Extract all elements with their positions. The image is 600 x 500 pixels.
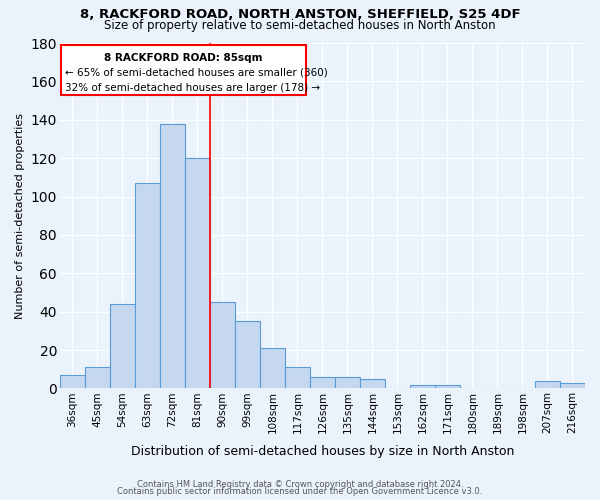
Bar: [435, 384, 460, 388]
Text: 8 RACKFORD ROAD: 85sqm: 8 RACKFORD ROAD: 85sqm: [104, 52, 263, 62]
Bar: [285, 368, 310, 388]
Bar: [310, 377, 335, 388]
Bar: [60, 375, 85, 388]
Bar: [85, 368, 110, 388]
Bar: [110, 304, 135, 388]
Text: 32% of semi-detached houses are larger (178) →: 32% of semi-detached houses are larger (…: [65, 84, 320, 94]
Y-axis label: Number of semi-detached properties: Number of semi-detached properties: [15, 112, 25, 318]
Bar: [560, 382, 585, 388]
Bar: [135, 183, 160, 388]
X-axis label: Distribution of semi-detached houses by size in North Anston: Distribution of semi-detached houses by …: [131, 444, 514, 458]
Text: ← 65% of semi-detached houses are smaller (360): ← 65% of semi-detached houses are smalle…: [65, 68, 328, 78]
Bar: [535, 381, 560, 388]
Bar: [360, 379, 385, 388]
Bar: [335, 377, 360, 388]
Text: Contains public sector information licensed under the Open Government Licence v3: Contains public sector information licen…: [118, 487, 482, 496]
Bar: [410, 384, 435, 388]
Text: Contains HM Land Registry data © Crown copyright and database right 2024.: Contains HM Land Registry data © Crown c…: [137, 480, 463, 489]
Bar: [185, 158, 210, 388]
Text: Size of property relative to semi-detached houses in North Anston: Size of property relative to semi-detach…: [104, 19, 496, 32]
FancyBboxPatch shape: [61, 45, 306, 95]
Bar: [210, 302, 235, 388]
Bar: [160, 124, 185, 388]
Bar: [235, 322, 260, 388]
Bar: [260, 348, 285, 389]
Text: 8, RACKFORD ROAD, NORTH ANSTON, SHEFFIELD, S25 4DF: 8, RACKFORD ROAD, NORTH ANSTON, SHEFFIEL…: [80, 8, 520, 20]
